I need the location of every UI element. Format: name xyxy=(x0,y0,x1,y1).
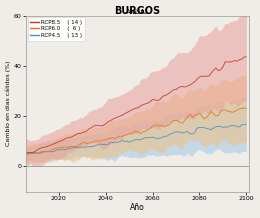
Legend: RCP8.5    ( 14 ), RCP6.0    (  6 ), RCP4.5    ( 13 ): RCP8.5 ( 14 ), RCP6.0 ( 6 ), RCP4.5 ( 13… xyxy=(28,17,85,41)
X-axis label: Año: Año xyxy=(130,203,145,213)
Y-axis label: Cambio en dias cálidos (%): Cambio en dias cálidos (%) xyxy=(5,61,11,146)
Text: ANUAL: ANUAL xyxy=(125,9,149,15)
Title: BURGOS: BURGOS xyxy=(114,5,160,15)
